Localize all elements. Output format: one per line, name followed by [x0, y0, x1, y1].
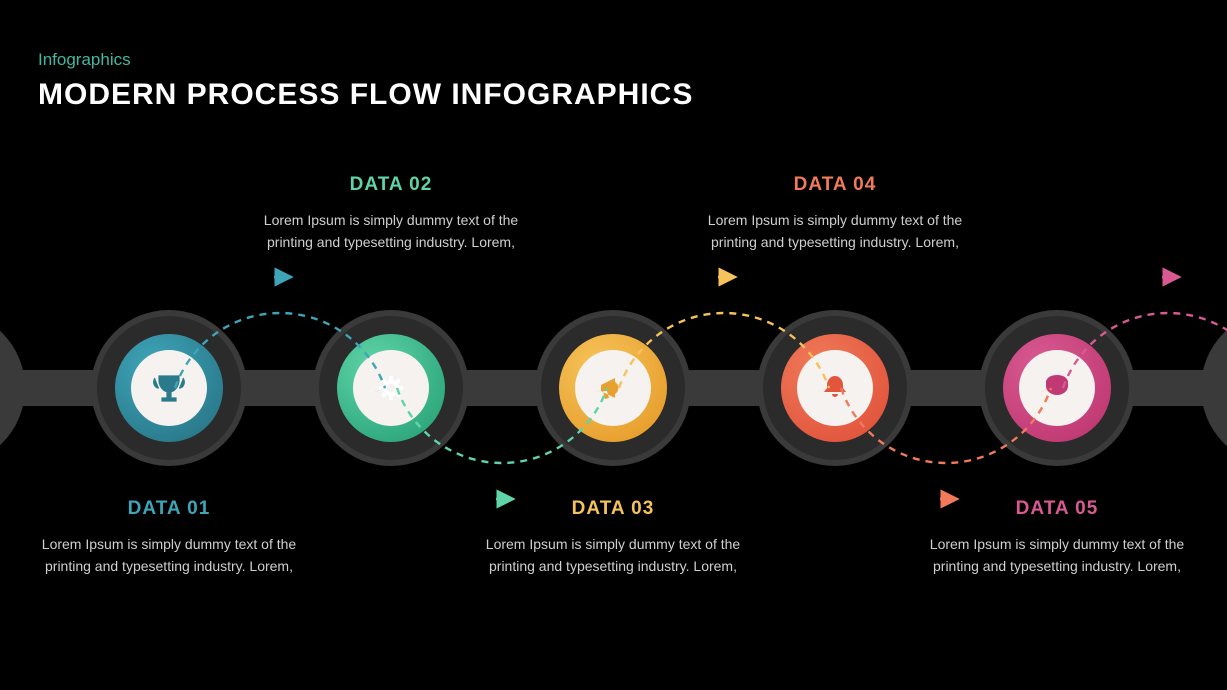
step-1-desc: Lorem Ipsum is simply dummy text of the …: [39, 534, 299, 577]
step-4-label: DATA 04: [705, 174, 965, 196]
step-3-label: DATA 03: [483, 498, 743, 520]
step-5-label: DATA 05: [927, 498, 1187, 520]
step-4-text: DATA 04 Lorem Ipsum is simply dummy text…: [705, 174, 965, 253]
step-1-text: DATA 01 Lorem Ipsum is simply dummy text…: [39, 498, 299, 577]
step-5-desc: Lorem Ipsum is simply dummy text of the …: [927, 534, 1187, 577]
process-flow-svg: [0, 0, 1227, 690]
step-1-label: DATA 01: [39, 498, 299, 520]
step-4-desc: Lorem Ipsum is simply dummy text of the …: [705, 210, 965, 253]
step-2-label: DATA 02: [261, 174, 521, 196]
step-5-text: DATA 05 Lorem Ipsum is simply dummy text…: [927, 498, 1187, 577]
step-3-desc: Lorem Ipsum is simply dummy text of the …: [483, 534, 743, 577]
step-2-desc: Lorem Ipsum is simply dummy text of the …: [261, 210, 521, 253]
step-3-text: DATA 03 Lorem Ipsum is simply dummy text…: [483, 498, 743, 577]
step-2-text: DATA 02 Lorem Ipsum is simply dummy text…: [261, 174, 521, 253]
